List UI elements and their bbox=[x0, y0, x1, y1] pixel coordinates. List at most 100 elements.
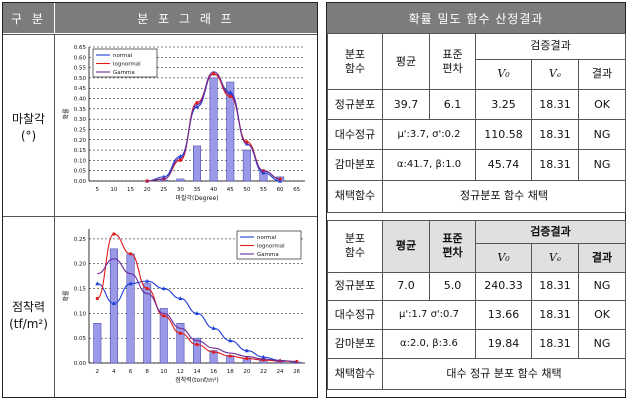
v0-value: 240.33 bbox=[475, 271, 532, 302]
y-tick-label: 0.40 bbox=[74, 97, 87, 103]
ve-header: Vₑ bbox=[531, 242, 579, 273]
x-tick-label: 4 bbox=[112, 369, 116, 375]
result-header: 결과 bbox=[578, 58, 626, 91]
row-unit-text: (tf/m²) bbox=[9, 317, 48, 331]
x-axis-label: 점착력(tonf/m²) bbox=[175, 376, 218, 384]
dist-name: 감마분포 bbox=[327, 149, 383, 181]
ve-value: 18.31 bbox=[531, 300, 579, 331]
x-tick-label: 30 bbox=[177, 187, 184, 193]
y-tick-label: 0.30 bbox=[74, 117, 87, 123]
x-tick-label: 12 bbox=[177, 369, 184, 375]
legend-label: lognormal bbox=[257, 244, 285, 250]
adopt-label: 채택함수 bbox=[327, 358, 383, 390]
results-table-cohesion: 분포 함수 평균 표준 편차 검증결과 V₀ Vₑ 결과 정규분포 7.0 5.… bbox=[327, 220, 626, 390]
data-point bbox=[278, 178, 283, 183]
dist-name: 대수정규 bbox=[327, 119, 383, 151]
y-axis-label: 확률 bbox=[62, 290, 70, 302]
x-tick-label: 50 bbox=[243, 187, 250, 193]
legend-label: lognormal bbox=[113, 62, 141, 68]
x-tick-label: 45 bbox=[227, 187, 234, 193]
v0-value: 19.84 bbox=[475, 329, 532, 360]
friction-angle-label: 마찰각 (°) bbox=[3, 111, 54, 145]
y-tick-label: 0.45 bbox=[74, 86, 87, 92]
distribution-graph-panel: 구 분 분 포 그 래 프 마찰각 (°) 점착력 (tf/m²) 0.00 0.… bbox=[2, 2, 318, 398]
bar bbox=[143, 283, 152, 364]
results-table-friction: 분포 함수 평균 표준 편차 검증결과 V₀ Vₑ 결과 정규분포 39.7 6… bbox=[327, 32, 626, 214]
data-point bbox=[195, 101, 199, 105]
y-tick-label: 0.25 bbox=[74, 127, 87, 133]
dist-name: 감마분포 bbox=[327, 329, 383, 360]
x-tick-label: 20 bbox=[243, 369, 250, 375]
x-tick-label: 60 bbox=[277, 187, 284, 193]
bar bbox=[126, 253, 135, 364]
data-point bbox=[128, 252, 133, 256]
data-point bbox=[95, 296, 99, 301]
graph-header: 분 포 그 래 프 bbox=[55, 3, 317, 33]
x-tick-label: 16 bbox=[210, 369, 217, 375]
result-value: OK bbox=[578, 89, 626, 121]
table-row: 감마분포 α:2.0, β:3.6 19.84 18.31 NG bbox=[327, 329, 626, 360]
dist-name: 정규분포 bbox=[327, 271, 383, 302]
bar bbox=[176, 323, 185, 364]
x-tick-label: 35 bbox=[194, 187, 201, 193]
ve-value: 18.31 bbox=[531, 271, 579, 302]
dist-name: 정규분포 bbox=[327, 89, 383, 121]
ve-header: Vₑ bbox=[531, 58, 579, 91]
results-title: 확률 밀도 함수 산정결과 bbox=[327, 3, 625, 33]
ve-value: 18.31 bbox=[531, 149, 579, 181]
std-header: 표준 편차 bbox=[429, 220, 476, 273]
legend-label: Gamma bbox=[257, 252, 279, 258]
dist-func-header: 분포 함수 bbox=[327, 220, 383, 273]
adopt-row: 채택함수 정규분포 함수 채택 bbox=[327, 179, 626, 214]
dist-name: 대수정규 bbox=[327, 300, 383, 331]
category-header: 구 분 bbox=[3, 3, 55, 33]
data-point bbox=[178, 158, 182, 162]
left-header: 구 분 분 포 그 래 프 bbox=[3, 3, 317, 33]
data-point bbox=[245, 140, 249, 144]
data-point bbox=[261, 170, 266, 175]
v0-value: 110.58 bbox=[475, 119, 532, 151]
y-tick-label: 0.35 bbox=[74, 107, 87, 113]
x-tick-label: 8 bbox=[145, 369, 149, 375]
x-tick-label: 22 bbox=[260, 369, 267, 375]
legend-label: normal bbox=[113, 53, 133, 59]
result-value: OK bbox=[578, 300, 626, 331]
table-row: 대수정규 μ':1.7 σ':0.7 13.66 18.31 OK bbox=[327, 300, 626, 331]
ve-value: 18.31 bbox=[531, 329, 579, 360]
y-tick-label: 0.05 bbox=[74, 336, 87, 342]
x-tick-label: 65 bbox=[293, 187, 300, 193]
result-value: NG bbox=[578, 329, 626, 360]
x-tick-label: 2 bbox=[96, 369, 100, 375]
cohesion-label: 점착력 (tf/m²) bbox=[3, 299, 54, 333]
y-tick-label: 0.10 bbox=[74, 158, 87, 164]
data-point bbox=[212, 72, 216, 76]
x-tick-label: 26 bbox=[293, 369, 300, 375]
y-axis-label: 확률 bbox=[62, 108, 70, 120]
friction-angle-chart: 0.00 0.05 0.10 0.15 0.20 0.25 0.30 0.35 0.40 0.45… bbox=[62, 45, 305, 202]
y-tick-label: 0.25 bbox=[74, 237, 87, 243]
data-point bbox=[145, 179, 149, 183]
data-point bbox=[195, 311, 199, 315]
data-point bbox=[145, 278, 150, 283]
table-row: 대수정규 μ':3.7, σ':0.2 110.58 18.31 NG bbox=[327, 119, 626, 151]
x-tick-label: 20 bbox=[144, 187, 151, 193]
x-axis-label: 마찰각(Degree) bbox=[175, 194, 218, 202]
y-tick-label: 0.20 bbox=[74, 138, 87, 144]
y-tick-label: 0.05 bbox=[74, 169, 87, 175]
data-point bbox=[161, 286, 166, 291]
ve-value: 18.31 bbox=[531, 119, 579, 151]
y-tick-label: 0.00 bbox=[74, 179, 87, 185]
v0-header: V₀ bbox=[475, 242, 532, 273]
y-tick-label: 0.20 bbox=[74, 262, 87, 268]
result-value: NG bbox=[578, 149, 626, 181]
std-value: 5.0 bbox=[429, 271, 476, 302]
bar bbox=[176, 178, 185, 182]
data-point bbox=[211, 326, 216, 330]
result-header: 결과 bbox=[578, 242, 626, 273]
row-label-text: 마찰각 bbox=[11, 112, 46, 126]
x-tick-label: 14 bbox=[194, 369, 201, 375]
x-tick-label: 55 bbox=[260, 187, 267, 193]
data-point bbox=[228, 94, 232, 99]
adopt-value: 대수 정규 분포 함수 채택 bbox=[382, 358, 626, 390]
data-point bbox=[128, 281, 133, 286]
